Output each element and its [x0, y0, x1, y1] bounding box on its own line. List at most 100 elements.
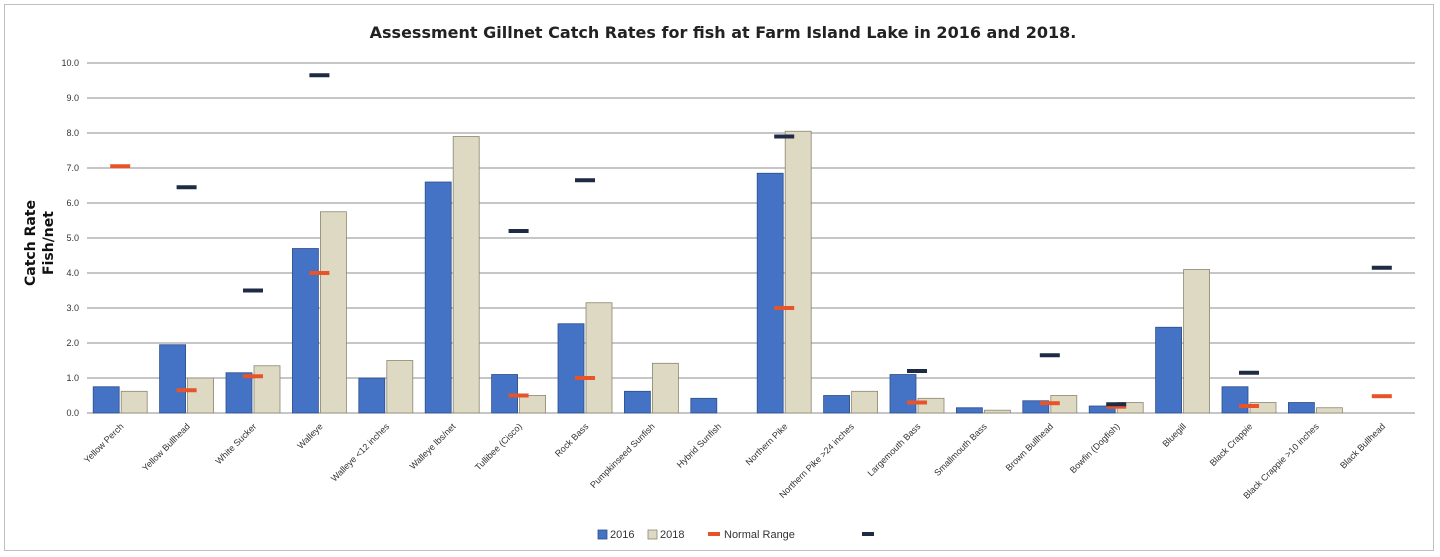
- bar-2018-16: [1183, 269, 1210, 414]
- y-tick-label: 9.0: [66, 93, 79, 103]
- normal-range-low-marker-14: [1039, 401, 1060, 406]
- y-axis-label-line1: Catch Rate: [23, 200, 39, 286]
- normal-range-high-marker-10: [774, 134, 795, 139]
- chart-title: Assessment Gillnet Catch Rates for fish …: [370, 23, 1077, 42]
- category-label: Yellow Bullhead: [140, 421, 192, 473]
- bar-2018-2: [253, 365, 281, 414]
- bar-2016-16: [1155, 326, 1182, 414]
- legend-swatch-2016: [597, 529, 608, 540]
- legend-swatch-2018: [647, 529, 658, 540]
- bar-2016-11: [823, 395, 850, 414]
- bar-2016-7: [557, 323, 585, 414]
- category-labels: Yellow Perch Yellow Bullhead White Sucker W…: [82, 421, 1387, 501]
- bar-2016-4: [358, 377, 386, 414]
- normal-range-high-marker-3: [309, 73, 330, 78]
- normal-range-high-marker-1: [176, 185, 197, 190]
- bar-2018-5: [452, 136, 480, 414]
- normal-range-layer: [110, 73, 1392, 409]
- legend-label-2018: 2018: [660, 529, 684, 541]
- legend-marker-normal-low: [708, 532, 720, 536]
- bar-2016-0: [92, 386, 120, 414]
- normal-range-low-marker-3: [309, 271, 330, 275]
- normal-range-low-marker-10: [774, 306, 795, 310]
- bar-2018-8: [652, 362, 679, 414]
- y-tick-labels: 0.0 1.0 2.0 3.0 4.0 5.0 6.0 7.0 8.0 9.0 10.0: [61, 58, 79, 418]
- category-label: Rock Bass: [553, 421, 591, 459]
- category-label: Hybrid Sunfish: [675, 421, 723, 469]
- y-tick-label: 10.0: [61, 58, 79, 68]
- normal-range-low-marker-2: [243, 374, 263, 379]
- bar-2018-6: [519, 395, 546, 414]
- chart-frame: Assessment Gillnet Catch Rates for fish …: [4, 4, 1434, 551]
- category-label: Walleye lbs/net: [408, 421, 458, 471]
- bar-2018-18: [1316, 407, 1343, 414]
- bar-2018-0: [120, 390, 148, 414]
- bar-2018-4: [386, 360, 414, 414]
- bar-2016-2: [225, 372, 253, 414]
- normal-range-high-marker-12: [907, 369, 927, 373]
- y-tick-label: 0.0: [66, 408, 79, 418]
- normal-range-low-marker-17: [1239, 404, 1259, 408]
- legend: 2016 2018 Normal Range: [597, 529, 874, 541]
- y-tick-label: 8.0: [66, 128, 79, 138]
- bar-2016-3: [291, 248, 319, 414]
- legend-label-2016: 2016: [610, 529, 634, 541]
- bar-2018-7: [585, 302, 613, 414]
- category-label: Smallmouth Bass: [932, 421, 989, 478]
- y-tick-label: 7.0: [66, 163, 79, 173]
- category-label: Black Crappie: [1208, 421, 1255, 468]
- category-label: Pumpkinseed Sunfish: [588, 421, 657, 490]
- bar-2018-13: [984, 409, 1011, 414]
- normal-range-low-marker-6: [508, 393, 529, 398]
- bar-2018-3: [319, 211, 347, 414]
- category-label: White Sucker: [213, 421, 258, 466]
- category-label: Bowfin (Dogfish): [1068, 421, 1122, 475]
- normal-range-high-marker-7: [575, 178, 595, 183]
- normal-range-high-marker-6: [508, 229, 529, 233]
- category-label: Tullibee (Cisco): [473, 421, 524, 472]
- normal-range-low-marker-12: [907, 400, 927, 405]
- bar-2016-1: [159, 344, 187, 414]
- y-tick-label: 2.0: [66, 338, 79, 348]
- bar-2016-13: [956, 407, 983, 414]
- bar-layer: [92, 130, 1343, 414]
- bar-2016-9: [690, 397, 718, 414]
- legend-label-normal-range: Normal Range: [724, 529, 795, 541]
- bar-2018-10: [784, 130, 812, 414]
- normal-range-high-marker-14: [1039, 353, 1060, 358]
- normal-range-high-marker-2: [243, 288, 263, 293]
- bar-2016-5: [424, 181, 452, 414]
- category-label: Northern Pike >24 inches: [777, 421, 856, 500]
- normal-range-low-marker-15: [1106, 404, 1127, 409]
- category-label: Walleye <12 inches: [329, 421, 392, 484]
- category-label: Black Crappie >10 inches: [1241, 421, 1321, 501]
- bar-2016-10: [756, 172, 784, 414]
- normal-range-low-marker-1: [176, 388, 197, 393]
- normal-range-high-marker-17: [1239, 370, 1259, 375]
- normal-range-high-marker-19: [1371, 265, 1392, 270]
- bar-2018-1: [187, 377, 215, 414]
- bar-2018-11: [851, 390, 878, 414]
- category-label: Largemouth Bass: [865, 421, 922, 478]
- bar-2016-18: [1288, 402, 1315, 414]
- category-label: Northern Pike: [744, 421, 790, 467]
- grid-layer: [87, 62, 1415, 414]
- normal-range-low-marker-0: [110, 164, 131, 169]
- category-label: Walleye: [295, 421, 324, 450]
- y-tick-label: 1.0: [66, 373, 79, 383]
- legend-marker-normal-high: [862, 532, 874, 536]
- bar-2016-8: [624, 390, 651, 414]
- chart-svg: Assessment Gillnet Catch Rates for fish …: [23, 23, 1415, 541]
- y-tick-label: 4.0: [66, 268, 79, 278]
- bar-2016-15: [1088, 405, 1116, 414]
- y-axis-label-line2: Fish/net: [41, 211, 57, 275]
- category-label: Bluegill: [1160, 421, 1188, 449]
- bar-2016-17: [1221, 386, 1249, 414]
- y-tick-label: 3.0: [66, 303, 79, 313]
- category-label: Yellow Perch: [82, 421, 126, 465]
- bar-2016-12: [889, 374, 917, 414]
- category-label: Brown Bullhead: [1004, 421, 1056, 473]
- normal-range-low-marker-7: [575, 376, 595, 380]
- y-tick-label: 5.0: [66, 233, 79, 243]
- y-tick-label: 6.0: [66, 198, 79, 208]
